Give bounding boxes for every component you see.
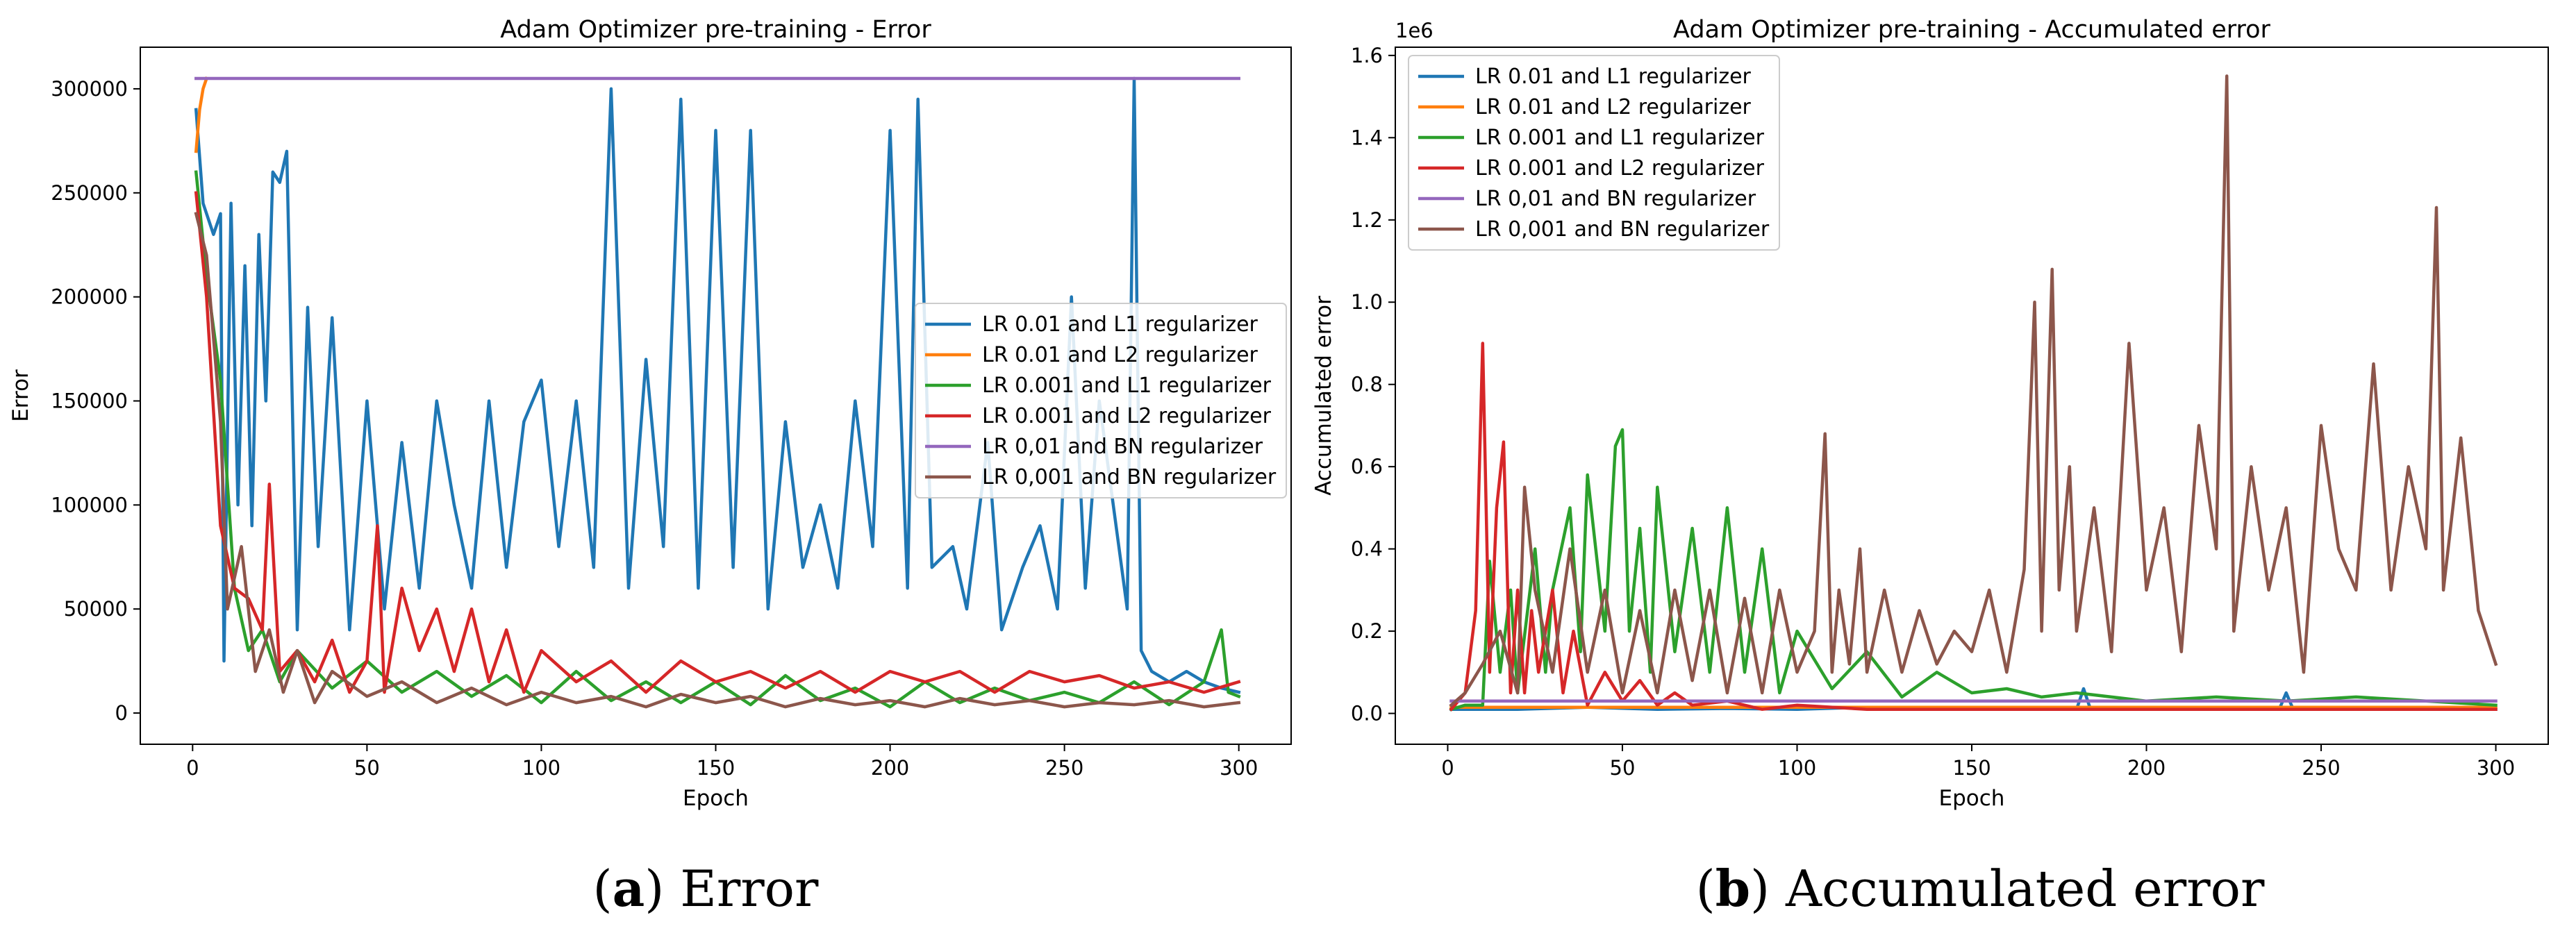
legend: LR 0.01 and L1 regularizer LR 0.01 and L2… xyxy=(1408,55,1780,251)
x-axis-label: Epoch xyxy=(1939,786,2005,811)
y-tick-label: 200000 xyxy=(51,285,128,309)
chart-2: 0 50 100 150 200 250 300 0.0 0.2 0.4 0.6 0.8 1.0 1.2 1… xyxy=(1311,16,2549,918)
legend-entry: LR 0,001 and BN regularizer xyxy=(982,465,1277,489)
x-tick-label: 300 xyxy=(2477,756,2515,780)
y-tick-label: 1.4 xyxy=(1351,126,1383,149)
x-tick-label: 100 xyxy=(522,756,560,780)
x-tick-label: 0 xyxy=(1441,756,1454,780)
chart-title: Adam Optimizer pre-training - Accumulate… xyxy=(1673,16,2271,44)
y-tick-label: 50000 xyxy=(64,597,128,621)
y-tick-label: 1.2 xyxy=(1351,208,1383,232)
figure-caption: (b) Accumulated error xyxy=(1696,859,2265,918)
x-tick-label: 250 xyxy=(2302,756,2340,780)
legend-entry: LR 0.001 and L2 regularizer xyxy=(982,404,1272,428)
series-line-1 xyxy=(194,76,1241,694)
legend-entry: LR 0.001 and L1 regularizer xyxy=(1475,126,1765,150)
y-tick-label: 0.4 xyxy=(1351,537,1383,561)
series-group xyxy=(1449,74,2498,712)
series-line-3 xyxy=(1449,428,2498,712)
y-tick-label: 300000 xyxy=(51,77,128,101)
x-tick-label: 50 xyxy=(1610,756,1636,780)
series-line-4 xyxy=(1449,342,2498,712)
y-tick-label: 0.2 xyxy=(1351,619,1383,643)
legend-entry: LR 0,01 and BN regularizer xyxy=(1475,187,1756,211)
chart-title: Adam Optimizer pre-training - Error xyxy=(500,16,931,44)
y-tick-label: 0.0 xyxy=(1351,702,1383,725)
x-tick-label: 200 xyxy=(2127,756,2166,780)
legend-entry: LR 0.01 and L1 regularizer xyxy=(982,312,1258,337)
series-line-2 xyxy=(194,76,209,153)
legend-box xyxy=(1408,55,1780,251)
y-axis-label: Error xyxy=(8,369,33,422)
series-line-6 xyxy=(1449,74,2498,707)
x-tick-label: 0 xyxy=(186,756,199,780)
y-tick-label: 150000 xyxy=(51,389,128,412)
series-group xyxy=(194,76,1241,709)
caption-paren-open: ( xyxy=(1696,859,1715,918)
series-line-6 xyxy=(194,212,1241,709)
caption-paren-close: ) xyxy=(1750,859,1786,918)
y-tick-label: 1.0 xyxy=(1351,290,1383,314)
y-tick-label: 0 xyxy=(115,701,128,725)
chart-1: 0 50 100 150 200 250 300 0 50000 100000 150000 2000… xyxy=(8,16,1292,918)
x-tick-label: 250 xyxy=(1045,756,1083,780)
y-tick-label: 0.8 xyxy=(1351,373,1383,396)
series-line-4 xyxy=(194,191,1241,694)
x-tick-label: 100 xyxy=(1778,756,1816,780)
x-tick-label: 300 xyxy=(1220,756,1258,780)
legend-entry: LR 0.001 and L1 regularizer xyxy=(982,374,1272,398)
y-tick-label: 1.6 xyxy=(1351,44,1383,67)
caption-paren-open: ( xyxy=(593,859,613,918)
figure-caption: (a) Error xyxy=(593,859,819,918)
legend-entry: LR 0.001 and L2 regularizer xyxy=(1475,156,1765,181)
legend-entry: LR 0.01 and L2 regularizer xyxy=(1475,95,1752,119)
x-tick-label: 50 xyxy=(354,756,380,780)
x-tick-label: 150 xyxy=(697,756,735,780)
caption-text: Accumulated error xyxy=(1785,859,2265,918)
legend: LR 0.01 and L1 regularizer LR 0.01 and L2… xyxy=(915,303,1287,498)
legend-box xyxy=(915,303,1287,498)
y-tick-label: 0.6 xyxy=(1351,455,1383,478)
caption-text: Error xyxy=(680,859,819,918)
axis-offset-label: 1e6 xyxy=(1395,19,1434,42)
y-tick-label: 250000 xyxy=(51,181,128,205)
x-tick-label: 150 xyxy=(1952,756,1991,780)
legend-entry: LR 0,01 and BN regularizer xyxy=(982,435,1263,459)
x-tick-label: 200 xyxy=(871,756,909,780)
legend-entry: LR 0.01 and L1 regularizer xyxy=(1475,65,1752,89)
legend-entry: LR 0.01 and L2 regularizer xyxy=(982,343,1258,367)
y-tick-label: 100000 xyxy=(51,493,128,517)
caption-letter: b xyxy=(1715,859,1750,918)
legend-entry: LR 0,001 and BN regularizer xyxy=(1475,217,1770,242)
x-axis-label: Epoch xyxy=(683,786,749,811)
y-axis-label: Accumulated error xyxy=(1311,296,1336,496)
caption-letter: a xyxy=(613,859,645,918)
caption-paren-close: ) xyxy=(645,859,680,918)
